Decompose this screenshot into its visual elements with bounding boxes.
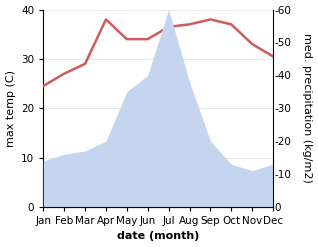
Y-axis label: med. precipitation (kg/m2): med. precipitation (kg/m2) [302, 33, 313, 183]
X-axis label: date (month): date (month) [117, 231, 199, 242]
Y-axis label: max temp (C): max temp (C) [5, 70, 16, 147]
